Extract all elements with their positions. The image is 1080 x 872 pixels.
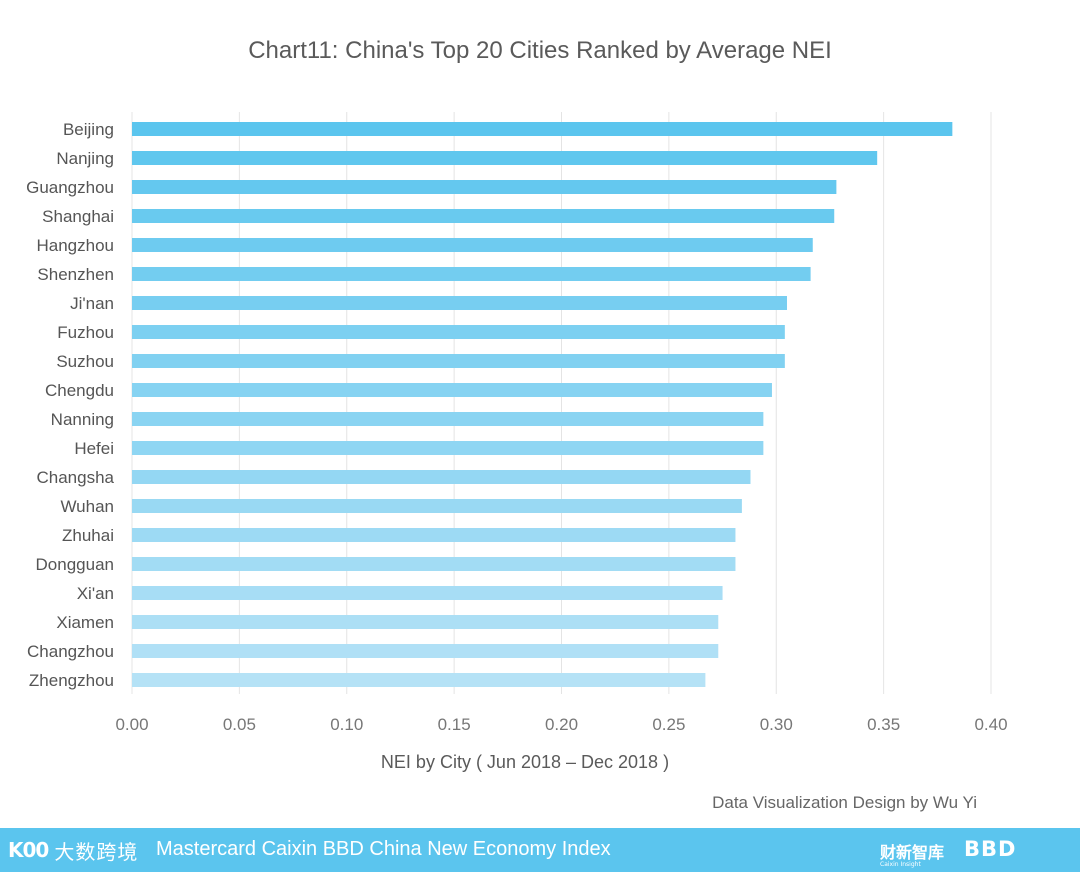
bar	[132, 673, 706, 687]
chart-title: Chart11: China's Top 20 Cities Ranked by…	[248, 37, 832, 64]
bar	[132, 586, 723, 600]
bigdata-logo-mark: K00	[8, 838, 49, 862]
bigdata-logo-text: 大数跨境	[54, 839, 139, 864]
category-label: Wuhan	[60, 497, 114, 516]
bar	[132, 412, 764, 426]
bbd-logo: BBD	[964, 837, 1017, 861]
category-label: Ji'nan	[70, 294, 114, 313]
bar	[132, 615, 719, 629]
bars	[132, 122, 953, 687]
bar	[132, 470, 751, 484]
category-label: Shanghai	[42, 207, 114, 226]
category-label: Fuzhou	[57, 323, 114, 342]
credit-text: Data Visualization Design by Wu Yi	[712, 793, 977, 812]
bar	[132, 644, 719, 658]
category-label: Changsha	[36, 468, 114, 487]
bar	[132, 354, 785, 368]
footer-title: Mastercard Caixin BBD China New Economy …	[156, 838, 611, 860]
category-label: Suzhou	[56, 352, 114, 371]
bar	[132, 383, 772, 397]
bar	[132, 267, 811, 281]
category-label: Chengdu	[45, 381, 114, 400]
category-label: Hefei	[74, 439, 114, 458]
bar	[132, 209, 835, 223]
category-label: Dongguan	[36, 555, 114, 574]
category-label: Changzhou	[27, 642, 114, 661]
category-label: Guangzhou	[26, 178, 114, 197]
category-label: Nanning	[51, 410, 114, 429]
x-tick-label: 0.35	[867, 715, 900, 734]
bar	[132, 151, 878, 165]
bar	[132, 296, 787, 310]
category-label: Zhuhai	[62, 526, 114, 545]
bigdata-logo: K00 大数跨境	[8, 833, 138, 867]
x-tick-label: 0.10	[330, 715, 363, 734]
category-label: Xiamen	[56, 613, 114, 632]
category-label: Zhengzhou	[29, 671, 114, 690]
x-tick-label: 0.05	[223, 715, 256, 734]
category-label: Nanjing	[56, 149, 114, 168]
bar	[132, 325, 785, 339]
chart: Chart11: China's Top 20 Cities Ranked by…	[26, 37, 1007, 812]
bar	[132, 122, 953, 136]
category-label: Xi'an	[77, 584, 114, 603]
bar	[132, 180, 837, 194]
x-tick-label: 0.30	[760, 715, 793, 734]
tick-labels: 0.00 0.05 0.10 0.15 0.20 0.25 0.30 0.35 0.40	[115, 715, 1007, 734]
footer-bar: K00 大数跨境 Mastercard Caixin BBD China New…	[0, 828, 1080, 872]
bar	[132, 238, 813, 252]
x-tick-label: 0.00	[115, 715, 148, 734]
x-axis-title: NEI by City ( Jun 2018 – Dec 2018 )	[381, 752, 669, 772]
x-tick-label: 0.20	[545, 715, 578, 734]
x-tick-label: 0.40	[974, 715, 1007, 734]
caixin-insight-logo-text: 财新智库	[880, 843, 945, 862]
category-label: Shenzhen	[37, 265, 114, 284]
grid	[131, 112, 992, 694]
category-labels: Beijing Nanjing Guangzhou Shanghai Hangzhou S…	[26, 120, 114, 690]
bar	[132, 499, 742, 513]
bar	[132, 528, 736, 542]
category-label: Beijing	[63, 120, 114, 139]
x-tick-label: 0.25	[652, 715, 685, 734]
caixin-insight-logo: 财新智库 Caixin Insight	[880, 839, 944, 868]
category-label: Hangzhou	[36, 236, 114, 255]
bar	[132, 441, 764, 455]
caixin-insight-logo-sub: Caixin Insight	[880, 861, 921, 868]
bar	[132, 557, 736, 571]
x-tick-label: 0.15	[438, 715, 471, 734]
